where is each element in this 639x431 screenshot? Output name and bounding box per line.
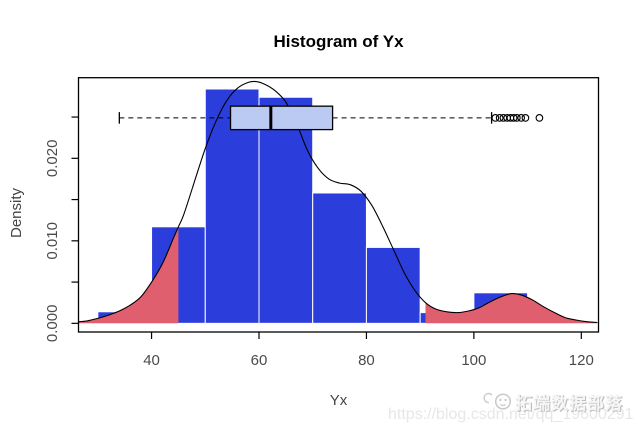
- x-axis-tick-label: 120: [569, 352, 594, 369]
- y-axis-tick-label: 0.020: [44, 140, 61, 178]
- watermark-logo-icon: [483, 392, 512, 410]
- boxplot-outlier: [509, 114, 518, 122]
- plot-dynamic-layer: 40 60 80 100 120 0.000 0.010 0.020: [44, 77, 600, 369]
- watermark-url: https://blog.csdn.net/qq_19600291: [388, 406, 634, 423]
- density-shade-left: [79, 226, 179, 324]
- boxplot-outlier: [517, 114, 525, 122]
- x-axis-tick-label: 100: [461, 352, 486, 369]
- x-axis-tick-label: 80: [358, 352, 375, 369]
- chart-title: Histogram of Yx: [273, 32, 404, 51]
- x-axis-tick-label: 40: [143, 352, 160, 369]
- watermark: https://blog.csdn.net/qq_19600291 拓端数据部落…: [388, 392, 634, 423]
- boxplot-outlier: [512, 114, 521, 122]
- axes: 40 60 80 100 120 0.000 0.010 0.020: [44, 116, 594, 369]
- histogram-bar: [312, 192, 367, 324]
- watermark-brand-shadow: 拓端数据部落: [516, 394, 624, 414]
- boxplot: [118, 105, 544, 131]
- density-curve: [78, 80, 598, 324]
- boxplot-outlier: [535, 114, 544, 122]
- density-shade-right: [425, 293, 598, 324]
- y-axis-tick-label: 0.010: [44, 222, 61, 260]
- boxplot-outlier: [491, 114, 500, 122]
- histogram-bars: [97, 88, 529, 324]
- histogram-bar: [258, 96, 314, 324]
- x-axis-title: Yx: [330, 392, 348, 409]
- plot-border: [77, 77, 600, 333]
- boxplot-outlier: [521, 114, 530, 122]
- watermark-brand: 拓端数据部落: [515, 393, 623, 413]
- y-axis-title: Density: [8, 187, 25, 238]
- y-axis-tick-label: 0.000: [44, 305, 61, 343]
- x-axis-tick-label: 60: [251, 352, 268, 369]
- boxplot-outlier: [495, 114, 504, 122]
- boxplot-box: [229, 105, 334, 131]
